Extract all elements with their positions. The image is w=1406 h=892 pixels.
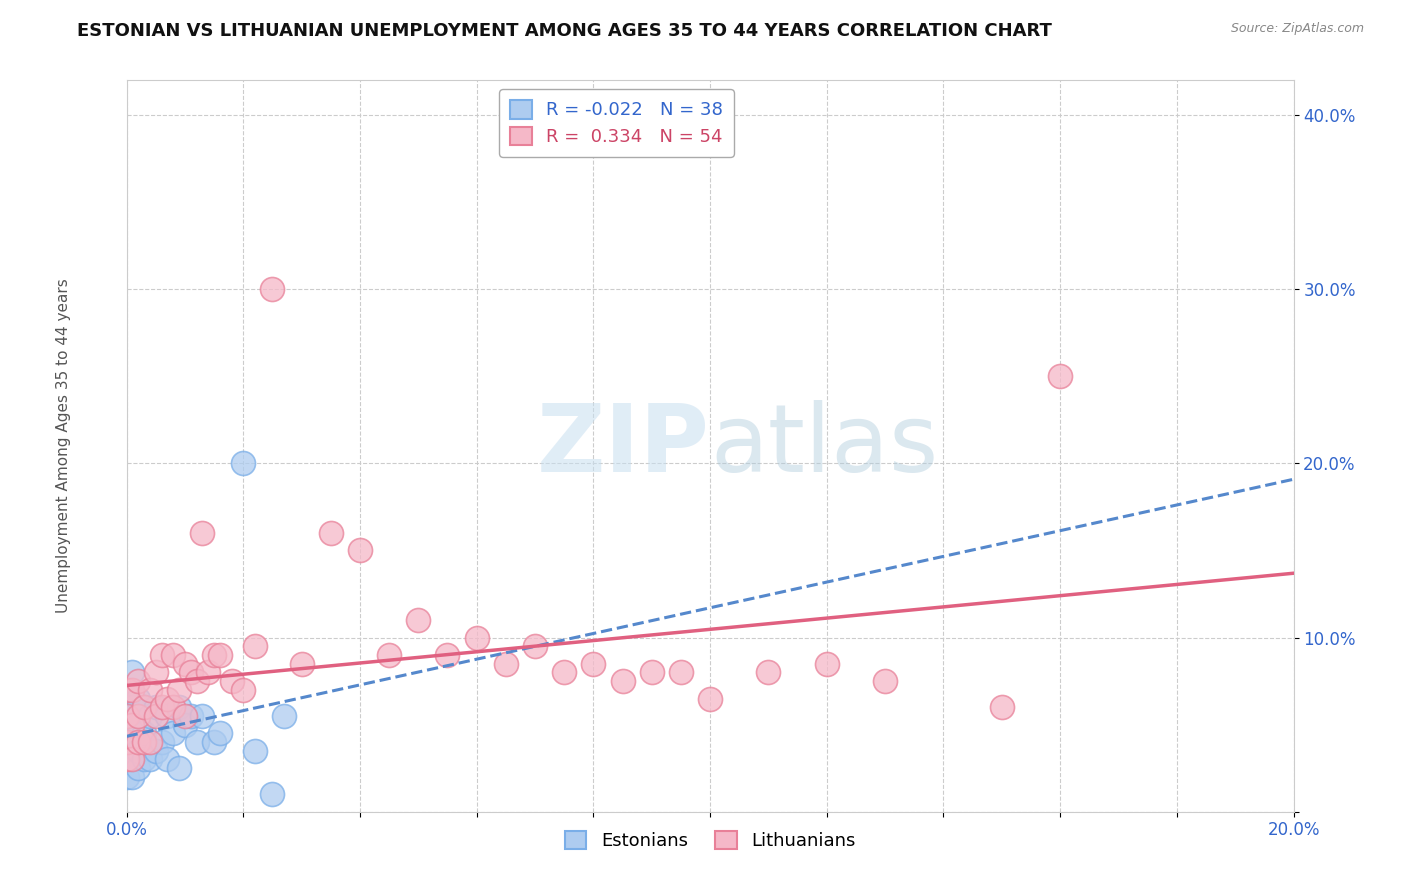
Point (669, 665, 692, 680)
Point (174, 709, 197, 723)
Point (127, 691, 149, 706)
Point (145, 709, 167, 723)
Point (121, 717, 143, 731)
Point (115, 682, 138, 697)
Legend: Estonians, Lithuanians: Estonians, Lithuanians (557, 823, 863, 857)
Point (232, 457, 254, 471)
Point (121, 682, 143, 697)
Text: Source: ZipAtlas.com: Source: ZipAtlas.com (1230, 22, 1364, 36)
Point (132, 700, 155, 714)
Point (156, 691, 179, 706)
Point (756, 665, 779, 680)
Text: ZIP: ZIP (537, 400, 710, 492)
Point (132, 735, 155, 749)
Point (349, 543, 371, 558)
Point (191, 709, 214, 723)
Point (115, 700, 138, 714)
Text: Unemployment Among Ages 35 to 44 years: Unemployment Among Ages 35 to 44 years (56, 278, 70, 614)
Point (145, 744, 167, 758)
Point (167, 761, 190, 775)
Point (139, 735, 162, 749)
Point (162, 700, 184, 714)
Point (156, 709, 179, 723)
Point (162, 648, 184, 662)
Point (202, 735, 225, 749)
Point (243, 640, 266, 654)
Point (115, 682, 138, 697)
Point (290, 657, 312, 671)
Point (174, 657, 197, 671)
Point (139, 709, 162, 723)
Point (121, 726, 143, 740)
Point (156, 752, 179, 766)
Point (127, 735, 149, 749)
Point (127, 674, 149, 689)
Point (167, 682, 190, 697)
Point (115, 735, 138, 749)
Point (875, 674, 897, 689)
Point (436, 648, 458, 662)
Point (127, 709, 149, 723)
Point (127, 761, 149, 775)
Point (553, 665, 575, 680)
Point (378, 648, 401, 662)
Text: ESTONIAN VS LITHUANIAN UNEMPLOYMENT AMONG AGES 35 TO 44 YEARS CORRELATION CHART: ESTONIAN VS LITHUANIAN UNEMPLOYMENT AMON… (77, 22, 1052, 40)
Point (699, 691, 721, 706)
Point (162, 726, 184, 740)
Point (186, 735, 208, 749)
Point (121, 752, 143, 766)
Point (262, 787, 284, 801)
Point (139, 752, 162, 766)
Point (990, 700, 1012, 714)
Point (221, 674, 243, 689)
Point (115, 752, 138, 766)
Point (319, 526, 342, 541)
Point (115, 735, 138, 749)
Point (167, 700, 190, 714)
Point (115, 717, 138, 731)
Point (132, 700, 155, 714)
Point (174, 717, 197, 731)
Point (127, 744, 149, 758)
Point (232, 682, 254, 697)
Point (127, 717, 149, 731)
Point (465, 631, 488, 645)
Point (202, 648, 225, 662)
Point (180, 665, 202, 680)
Point (243, 744, 266, 758)
Point (180, 709, 202, 723)
Point (150, 648, 173, 662)
Point (582, 657, 605, 671)
Point (121, 752, 143, 766)
Point (150, 735, 173, 749)
Point (197, 665, 219, 680)
Point (115, 709, 138, 723)
Point (132, 726, 155, 740)
Point (121, 770, 143, 784)
Text: atlas: atlas (710, 400, 938, 492)
Point (1049, 369, 1071, 384)
Point (186, 674, 208, 689)
Point (273, 709, 295, 723)
Point (408, 613, 430, 627)
Point (121, 700, 143, 714)
Point (139, 682, 162, 697)
Point (208, 648, 231, 662)
Point (145, 665, 167, 680)
Point (191, 526, 214, 541)
Point (640, 665, 664, 680)
Point (612, 674, 634, 689)
Point (262, 282, 284, 296)
Point (524, 640, 547, 654)
Point (115, 752, 138, 766)
Point (115, 770, 138, 784)
Point (150, 700, 173, 714)
Point (121, 665, 143, 680)
Point (145, 700, 167, 714)
Point (815, 657, 838, 671)
Point (132, 752, 155, 766)
Point (208, 726, 231, 740)
Point (495, 657, 517, 671)
